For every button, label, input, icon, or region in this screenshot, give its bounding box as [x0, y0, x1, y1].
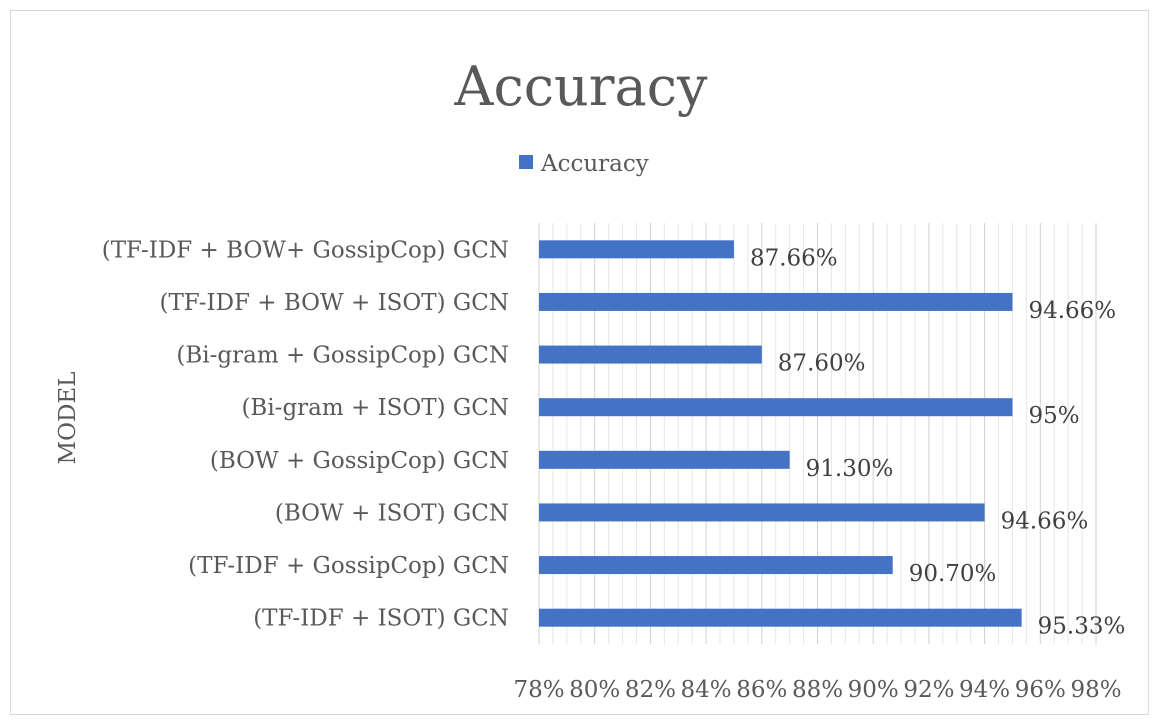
x-tick-label: 98% [1070, 677, 1121, 703]
bar [539, 345, 762, 364]
bar [539, 608, 1022, 627]
x-tick-label: 80% [569, 677, 620, 703]
x-tick-label: 92% [903, 677, 954, 703]
legend-swatch [519, 155, 533, 169]
bar [539, 398, 1013, 417]
data-label: 87.66% [750, 245, 838, 271]
bar [539, 450, 790, 469]
category-label: (TF-IDF + ISOT) GCN [253, 606, 509, 632]
accuracy-bar-chart: Accuracy Accuracy MODEL (TF-IDF + BOW+ G… [55, 55, 1125, 703]
category-label: (Bi-gram + ISOT) GCN [241, 395, 509, 421]
category-label: (Bi-gram + GossipCop) GCN [176, 343, 509, 369]
x-tick-label: 96% [1015, 677, 1066, 703]
data-label: 87.60% [778, 351, 866, 377]
x-tick-label: 90% [848, 677, 899, 703]
x-tick-label: 94% [959, 677, 1010, 703]
bar [539, 292, 1013, 311]
data-label: 94.66% [1028, 298, 1116, 324]
category-label: (BOW + GossipCop) GCN [210, 448, 509, 474]
x-tick-label: 78% [513, 677, 564, 703]
legend: Accuracy [519, 151, 649, 177]
x-tick-labels: 78% 80% 82% 84% 86% 88% 90% 92% 94% 96% 98% [513, 677, 1121, 703]
category-labels: (TF-IDF + BOW+ GossipCop) GCN (TF-IDF + B… [102, 237, 509, 631]
chart-title: Accuracy [453, 55, 708, 118]
data-label: 95.33% [1038, 614, 1126, 640]
bar [539, 503, 985, 522]
category-label: (BOW + ISOT) GCN [275, 500, 509, 526]
data-labels: 87.66% 94.66% 87.60% 95% 91.30% 94.66% 90.70% 9… [750, 245, 1125, 639]
data-label: 94.66% [1001, 508, 1089, 534]
x-tick-label: 88% [792, 677, 843, 703]
x-tick-label: 82% [625, 677, 676, 703]
gridlines [538, 223, 1097, 644]
chart-frame: Accuracy Accuracy MODEL (TF-IDF + BOW+ G… [10, 10, 1149, 715]
bar [539, 240, 734, 259]
legend-entry-accuracy: Accuracy [540, 151, 649, 177]
category-label: (TF-IDF + BOW+ GossipCop) GCN [102, 237, 509, 263]
data-label: 95% [1028, 403, 1079, 429]
bar [539, 556, 893, 575]
y-axis-title: MODEL [55, 372, 81, 465]
data-label: 91.30% [806, 456, 894, 482]
category-label: (TF-IDF + GossipCop) GCN [188, 553, 509, 579]
x-tick-label: 86% [736, 677, 787, 703]
category-label: (TF-IDF + BOW + ISOT) GCN [159, 290, 509, 316]
x-tick-label: 84% [681, 677, 732, 703]
data-label: 90.70% [909, 561, 997, 587]
bars [539, 240, 1022, 627]
